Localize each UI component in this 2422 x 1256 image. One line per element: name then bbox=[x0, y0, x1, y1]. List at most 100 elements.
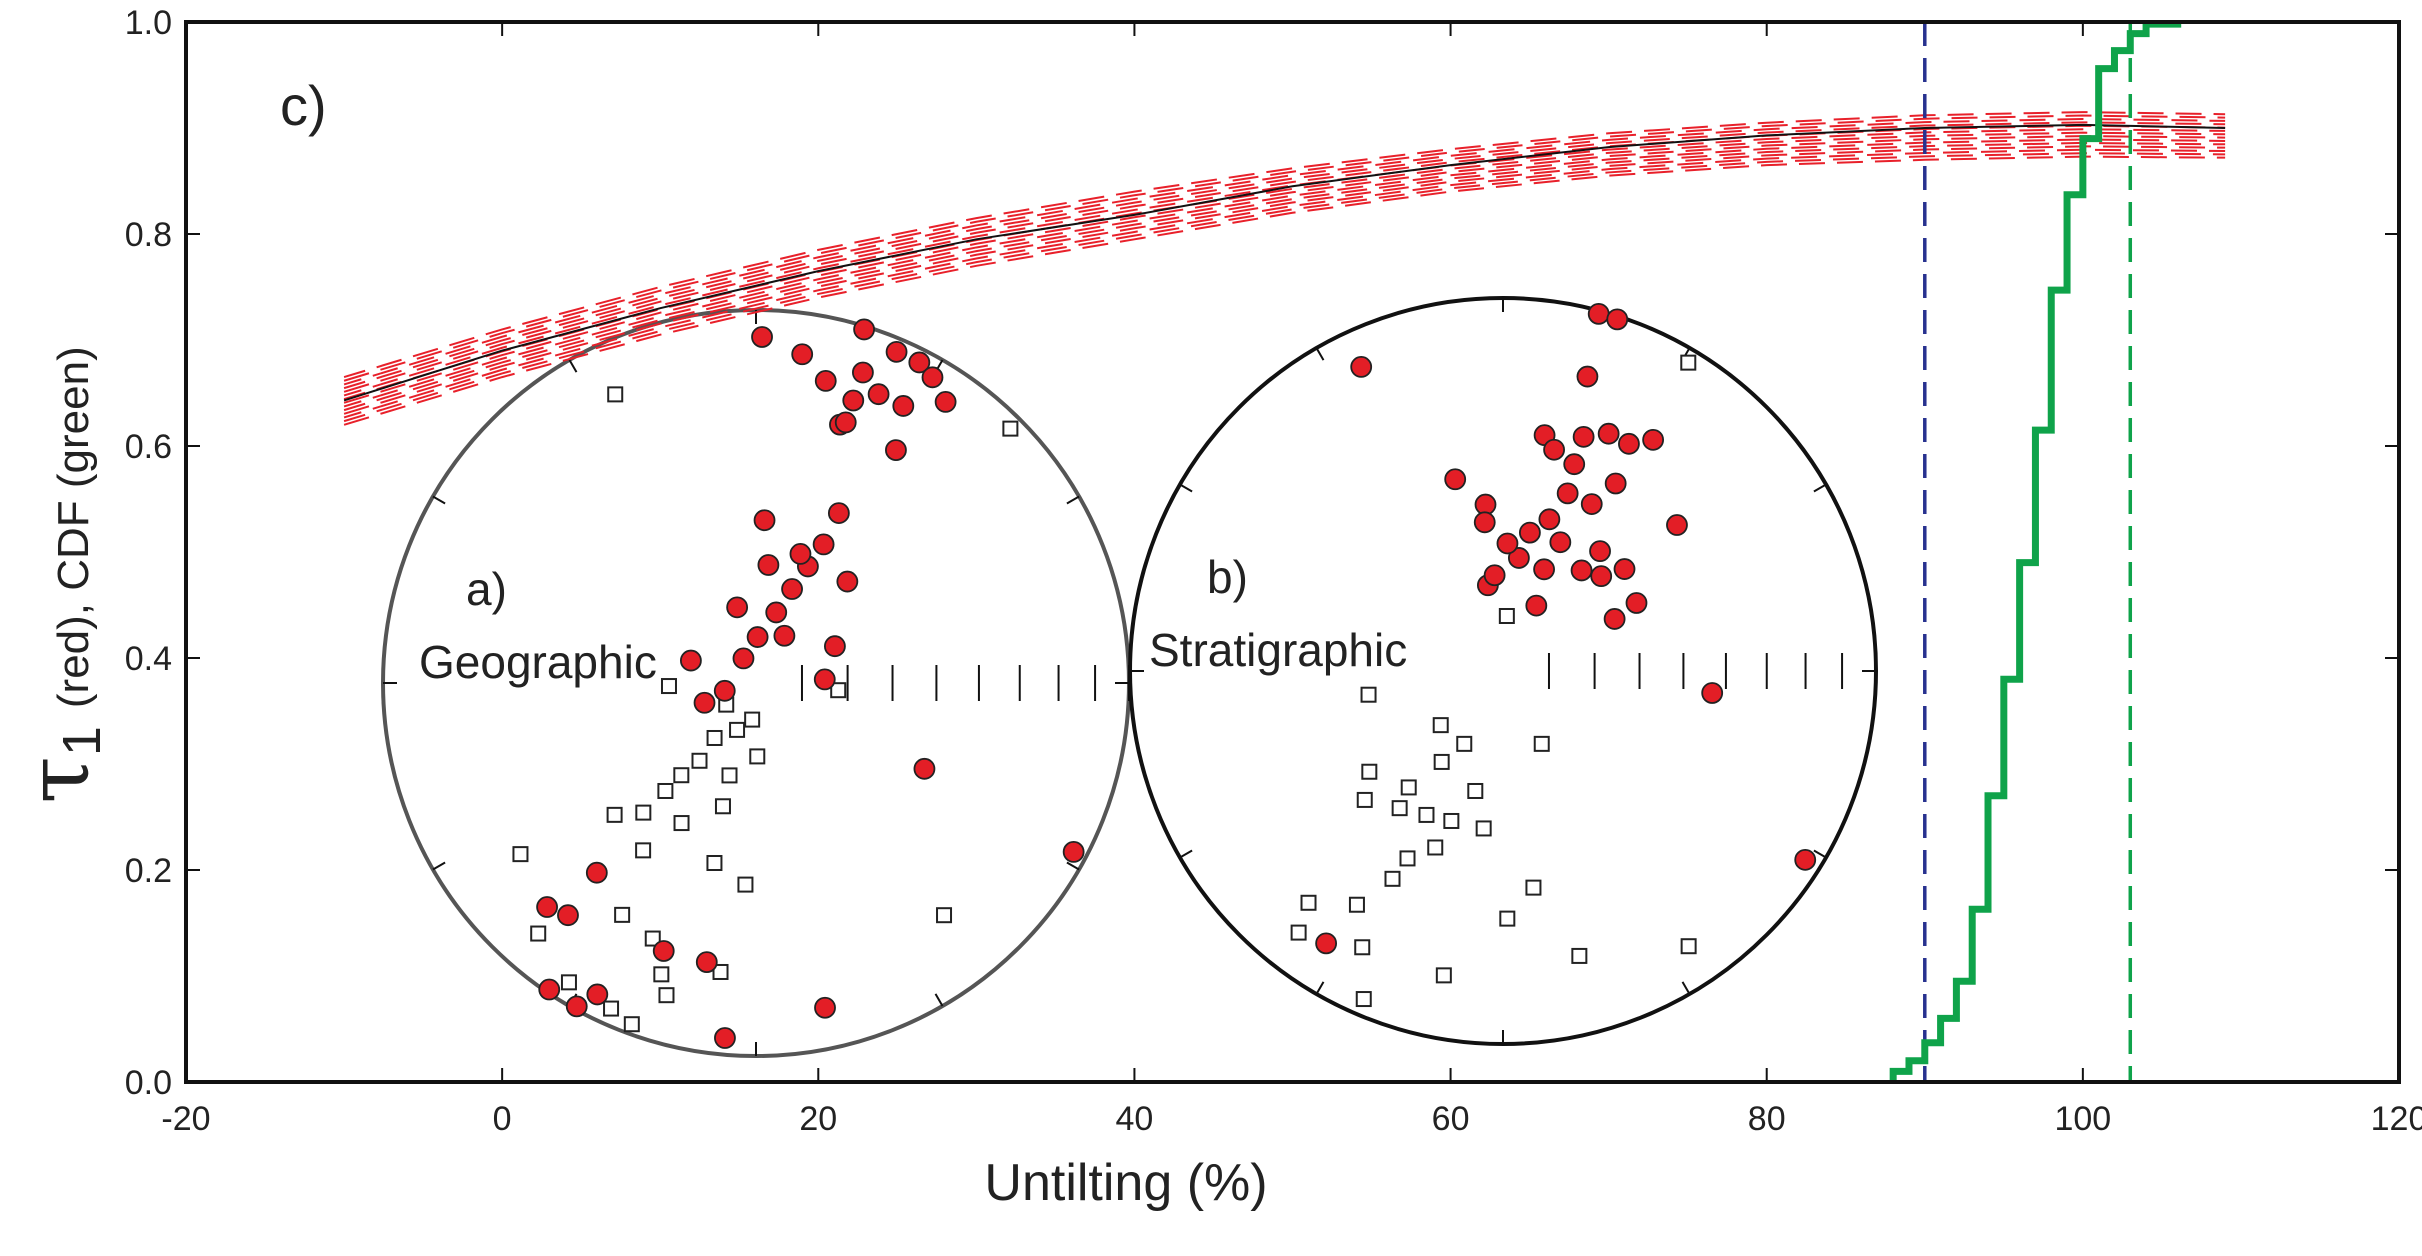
upper-hemisphere-point bbox=[1355, 991, 1372, 1008]
upper-hemisphere-point bbox=[706, 855, 723, 872]
lower-hemisphere-point bbox=[1613, 558, 1636, 580]
lower-hemisphere-point bbox=[834, 411, 857, 434]
lower-hemisphere-point bbox=[892, 395, 915, 417]
lower-hemisphere-point bbox=[853, 318, 875, 341]
upper-hemisphere-point bbox=[712, 963, 729, 980]
svg-text:τ1(red), CDF (green): τ1 (red), CDF (green) bbox=[9, 346, 112, 803]
net-rim-tick bbox=[568, 359, 578, 373]
x-tick-label: 100 bbox=[2054, 1100, 2111, 1138]
stereonet-panel-label: a) bbox=[466, 563, 507, 615]
lower-hemisphere-point bbox=[1525, 594, 1548, 617]
upper-hemisphere-point bbox=[1418, 806, 1435, 823]
lower-hemisphere-point bbox=[781, 578, 803, 600]
upper-hemisphere-point bbox=[1525, 879, 1542, 896]
upper-hemisphere-point bbox=[1680, 354, 1697, 371]
upper-hemisphere-point bbox=[1427, 839, 1444, 856]
bootstrap-tau1-curve bbox=[343, 155, 2226, 426]
upper-hemisphere-point bbox=[530, 925, 547, 942]
upper-hemisphere-point bbox=[660, 678, 677, 695]
upper-hemisphere-point bbox=[560, 974, 577, 991]
upper-hemisphere-point bbox=[721, 767, 738, 784]
x-tick-label: 0 bbox=[493, 1100, 512, 1138]
lower-hemisphere-point bbox=[557, 904, 579, 927]
lower-hemisphere-point bbox=[773, 624, 796, 647]
upper-hemisphere-point bbox=[1361, 763, 1378, 780]
net-rim-tick bbox=[1315, 347, 1325, 361]
upper-hemisphere-point bbox=[936, 907, 953, 924]
panel-label-c: c) bbox=[280, 74, 327, 137]
x-tick-label: 80 bbox=[1748, 1100, 1786, 1138]
curves bbox=[343, 20, 2226, 1082]
net-rim-tick bbox=[1813, 483, 1827, 493]
lower-hemisphere-point bbox=[814, 369, 837, 392]
upper-hemisphere-point bbox=[1498, 607, 1515, 624]
net-rim-tick bbox=[1066, 861, 1080, 871]
y-tick-label: 1.0 bbox=[125, 4, 172, 42]
lower-hemisphere-point bbox=[812, 533, 835, 556]
lower-hemisphere-point bbox=[751, 326, 773, 348]
lower-hemisphere-point bbox=[1563, 453, 1586, 476]
y-axis-subscript: 1 bbox=[52, 726, 112, 756]
cdf-curve bbox=[1889, 20, 2182, 1082]
y-tick-label: 0.0 bbox=[125, 1064, 172, 1102]
lower-hemisphere-point bbox=[842, 389, 865, 412]
y-axis-symbol: τ bbox=[9, 756, 109, 804]
lower-hemisphere-point bbox=[1597, 422, 1620, 445]
upper-hemisphere-point bbox=[653, 966, 670, 983]
lower-hemisphere-point bbox=[1538, 508, 1561, 531]
bootstrap-tau1-curve bbox=[343, 117, 2226, 386]
lower-hemisphere-point bbox=[713, 679, 736, 702]
lower-hemisphere-point bbox=[867, 383, 890, 406]
lower-hemisphere-point bbox=[824, 635, 846, 658]
upper-hemisphere-point bbox=[744, 711, 761, 728]
lower-hemisphere-point bbox=[827, 502, 850, 524]
lower-hemisphere-point bbox=[1606, 308, 1629, 331]
upper-hemisphere-point bbox=[1300, 894, 1317, 911]
lower-hemisphere-point bbox=[732, 647, 755, 670]
lower-hemisphere-point bbox=[1350, 356, 1373, 378]
lower-hemisphere-point bbox=[1549, 531, 1572, 554]
stereonet-geographic: a) Geographic bbox=[381, 308, 1131, 1058]
upper-hemisphere-point bbox=[1680, 938, 1697, 955]
net-rim-tick bbox=[1066, 495, 1080, 505]
lower-hemisphere-point bbox=[1496, 532, 1519, 555]
upper-hemisphere-point bbox=[657, 782, 674, 799]
axis-ticks: -20 0 20 40 60 80 100 120 0.0 0.2 0.4 0.6 0.8 1.0 bbox=[125, 4, 2422, 1138]
lower-hemisphere-point bbox=[791, 343, 814, 366]
lower-hemisphere-point bbox=[765, 601, 788, 624]
upper-hemisphere-point bbox=[1456, 735, 1473, 752]
net-rim-tick bbox=[1179, 483, 1193, 493]
net-rim-tick bbox=[432, 495, 446, 505]
lower-hemisphere-point bbox=[1543, 438, 1565, 461]
upper-hemisphere-point bbox=[749, 748, 766, 765]
lower-hemisphere-point bbox=[1570, 559, 1593, 582]
upper-hemisphere-point bbox=[635, 804, 652, 821]
x-tick-label: -20 bbox=[161, 1100, 210, 1138]
upper-hemisphere-point bbox=[1384, 870, 1401, 887]
bootstrap-tau1-curve bbox=[343, 111, 2226, 379]
lower-hemisphere-point bbox=[1556, 482, 1579, 505]
plot-frame bbox=[184, 20, 2401, 1084]
upper-hemisphere-point bbox=[673, 767, 690, 784]
upper-hemisphere-point bbox=[1391, 800, 1408, 817]
upper-hemisphere-point bbox=[673, 815, 690, 832]
stereonet-panel-label: b) bbox=[1207, 551, 1248, 603]
upper-hemisphere-point bbox=[606, 806, 623, 823]
upper-hemisphere-point bbox=[1571, 947, 1588, 964]
x-tick-label: 20 bbox=[799, 1100, 837, 1138]
stereonets: a) Geographic b) Stratigraphic bbox=[381, 296, 1878, 1058]
lower-hemisphere-point bbox=[679, 649, 702, 672]
upper-hemisphere-point bbox=[1443, 812, 1460, 829]
upper-hemisphere-point bbox=[1400, 779, 1417, 796]
upper-hemisphere-point bbox=[1354, 939, 1371, 956]
upper-hemisphere-point bbox=[691, 752, 708, 769]
lower-hemisphere-point bbox=[746, 626, 769, 648]
lower-hemisphere-point bbox=[1618, 432, 1640, 455]
upper-hemisphere-point bbox=[1475, 820, 1492, 837]
upper-hemisphere-point bbox=[1290, 924, 1307, 941]
upper-hemisphere-point bbox=[1360, 686, 1377, 703]
tau1-curve bbox=[343, 123, 2226, 402]
lower-hemisphere-point bbox=[1533, 558, 1555, 581]
upper-hemisphere-point bbox=[1435, 967, 1452, 984]
